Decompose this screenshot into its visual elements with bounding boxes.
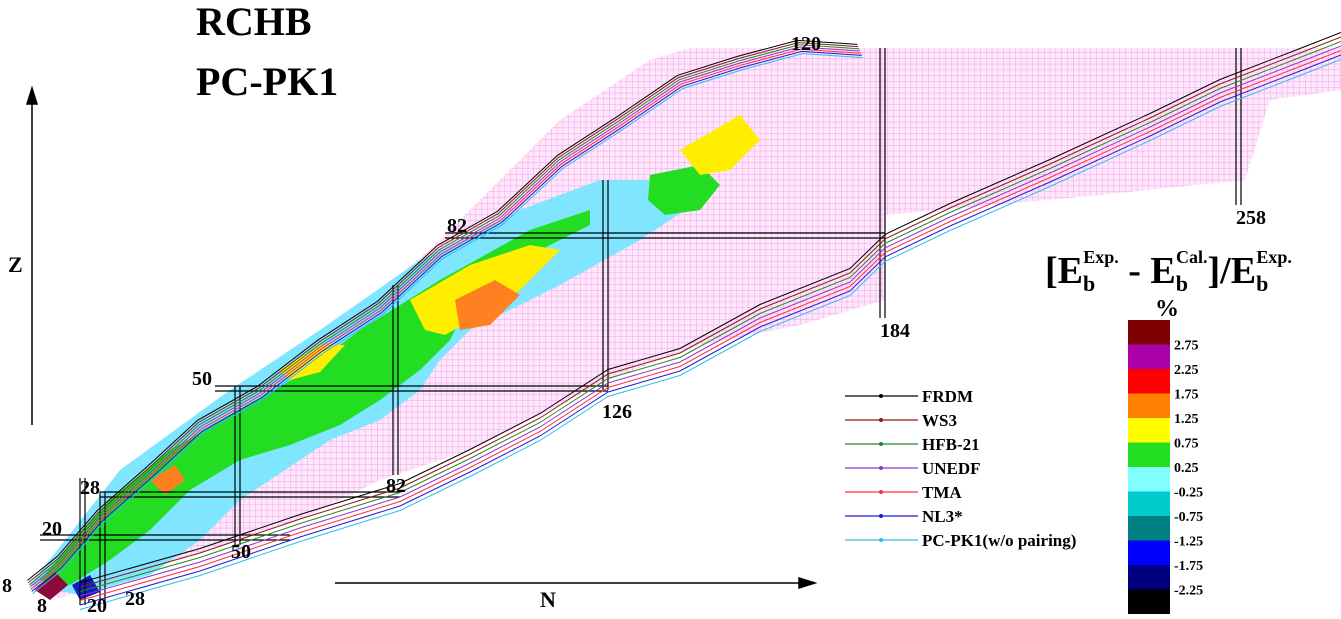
magic-n-82: 82 — [386, 475, 406, 497]
colorbar-swatch — [1128, 565, 1170, 590]
colorbar-swatch — [1128, 540, 1170, 565]
magic-n-258: 258 — [1236, 207, 1266, 229]
colorbar-tick-label: -0.25 — [1174, 486, 1203, 501]
axis-arrows — [25, 85, 818, 590]
dripline-nl3- — [31, 50, 862, 592]
legend-label: FRDM — [922, 387, 973, 406]
legend-label: PC-PK1(w/o pairing) — [922, 531, 1076, 550]
colorbar-swatch — [1128, 393, 1170, 418]
colorbar-swatch — [1128, 589, 1170, 614]
colorbar-swatch — [1128, 442, 1170, 467]
region-blue — [72, 575, 100, 600]
legend-label: HFB-21 — [922, 435, 980, 454]
magic-n-8: 8 — [37, 595, 47, 614]
magic-z-82: 82 — [447, 215, 467, 237]
magic-z-28: 28 — [80, 477, 100, 499]
colorbar-swatch — [1128, 369, 1170, 394]
dripline-hfb-21 — [28, 44, 860, 586]
colorbar-tick-label: 1.75 — [1174, 388, 1199, 403]
title-line-1: RCHB — [196, 0, 312, 44]
dripline-tma — [30, 48, 861, 590]
x-axis-label: N — [540, 587, 556, 612]
legend-label: NL3* — [922, 507, 963, 526]
dripline-tma — [79, 50, 1341, 601]
colorbar-swatch — [1128, 320, 1170, 345]
magic-z-20: 20 — [42, 518, 62, 540]
colorbar-tick-label: 2.25 — [1174, 363, 1199, 378]
colorbar-tick-label: 0.25 — [1174, 461, 1199, 476]
legend-marker — [879, 514, 883, 518]
colorbar-title: [EbExp. - EbCal.]/EbExp. — [1045, 247, 1292, 296]
dripline-pc-pk1-w-o-pairing- — [32, 53, 863, 594]
magic-z-50: 50 — [192, 368, 212, 390]
legend-marker — [879, 490, 883, 494]
magic-n-28: 28 — [125, 588, 145, 610]
legend-label: UNEDF — [922, 459, 981, 478]
colorbar-tick-label: 1.25 — [1174, 412, 1199, 427]
dripline-ws3 — [79, 36, 1341, 588]
colorbar-tick-label: -0.75 — [1174, 510, 1203, 525]
colorbar-tick-label: -1.75 — [1174, 559, 1203, 574]
region-green-2 — [648, 165, 720, 215]
bound-region — [30, 48, 1341, 598]
region-orange-2 — [150, 465, 185, 495]
magic-n-20: 20 — [87, 595, 107, 614]
legend-label: WS3 — [922, 411, 957, 430]
region-dark — [35, 572, 68, 600]
magic-lines — [40, 48, 1242, 605]
legend-marker — [879, 394, 883, 398]
dripline-frdm — [79, 32, 1341, 583]
legend: FRDM WS3 HFB-21 UNEDF TMA NL3* PC-PK1(w/o pair… — [845, 387, 1076, 550]
dripline-unedf — [79, 45, 1341, 597]
dripline-ws3 — [27, 42, 859, 583]
colorbar-swatch — [1128, 516, 1170, 541]
colorbar-swatch — [1128, 344, 1170, 369]
magic-n-126: 126 — [602, 401, 632, 423]
magic-n-50: 50 — [231, 541, 251, 563]
region-orange — [455, 280, 520, 330]
drip-lines — [27, 32, 1341, 610]
colorbar-unit: % — [1155, 296, 1179, 322]
colorbar-swatch — [1128, 467, 1170, 492]
title-line-2: PC-PK1 — [196, 59, 338, 104]
colorbar-swatch — [1128, 491, 1170, 516]
legend-marker — [879, 538, 883, 542]
legend-marker — [879, 442, 883, 446]
dripline-pc-pk1-w-o-pairing- — [79, 59, 1341, 610]
legend-marker — [879, 418, 883, 422]
dripline-nl3- — [79, 54, 1341, 606]
colorbar-swatch — [1128, 418, 1170, 443]
colorbar-tick-label: -2.25 — [1174, 584, 1203, 599]
magic-z-120: 120 — [791, 33, 821, 55]
colorbar: 2.75 2.25 1.75 1.25 0.75 0.25 -0.25 -0.75 -1.25 -… — [1128, 320, 1203, 614]
legend-marker — [879, 466, 883, 470]
colorbar-tick-label: -1.25 — [1174, 535, 1203, 550]
region-yellow-2 — [680, 115, 760, 175]
y-axis-label: Z — [8, 252, 23, 277]
dripline-unedf — [29, 46, 861, 588]
magic-n-184: 184 — [880, 320, 910, 342]
dripline-frdm — [27, 39, 858, 581]
magic-z-8: 8 — [2, 575, 12, 597]
dripline-hfb-21 — [79, 41, 1341, 592]
colorbar-tick-label: 2.75 — [1174, 339, 1199, 354]
colorbar-tick-label: 0.75 — [1174, 437, 1199, 452]
legend-label: TMA — [922, 483, 962, 502]
magic-labels: 8 20 28 50 82 120 8 20 28 50 82 126 184 … — [2, 33, 1266, 617]
